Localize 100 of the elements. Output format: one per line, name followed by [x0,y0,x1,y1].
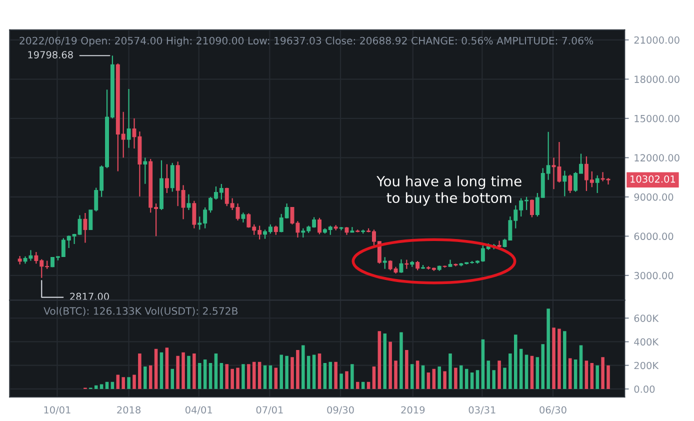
bar [116,374,120,389]
bar [596,365,599,389]
candlestick [399,258,404,274]
bar [110,382,114,389]
bar [268,365,272,389]
y-tick-label: 9000.00 [634,193,674,201]
x-tick-label: 03/31 [468,406,496,414]
bar [426,372,430,389]
candlestick [192,200,196,229]
y-tick-label: 600K [634,314,659,322]
bar [552,328,556,389]
y-tick-label: 200K [634,362,659,370]
bar [263,365,267,389]
bar [448,354,452,389]
candlestick [83,212,88,244]
candlestick [595,174,600,194]
bar [470,372,474,389]
bar [323,362,327,389]
bar [481,339,485,389]
candlestick [241,212,246,223]
x-tick-label: 10/01 [44,406,70,414]
bar [198,362,202,389]
bar [230,368,234,389]
bar [214,354,218,389]
bar [176,356,180,389]
bar [498,360,501,389]
bar [454,368,458,389]
bar [258,362,262,389]
bar [144,366,147,389]
y-tick-label: 12000.00 [634,154,680,162]
y-tick-label: 6000.00 [634,232,674,240]
bar [546,308,550,389]
candlestick [382,256,387,270]
bar [345,371,348,389]
bar [486,360,490,389]
bar [378,331,382,389]
candlestick [568,174,572,194]
y-tick-label: 0.00 [634,385,655,393]
bar [356,382,360,389]
bar [242,364,245,389]
bar [514,334,518,389]
bar [601,357,604,389]
bar [192,354,196,389]
candlestick [143,157,148,184]
x-tick-label: 06/30 [540,406,566,414]
y-tick-label: 21000.00 [634,36,680,44]
bar [296,350,300,389]
bar [247,364,250,389]
bar [302,345,305,389]
bar [138,354,142,389]
bar [306,356,310,389]
bar [416,360,420,389]
annotation: Vol(BTC): 126.133K Vol(USDT): 2.572B [44,306,238,316]
candlestick [170,162,174,192]
y-tick-label: 18000.00 [634,76,680,83]
annotation: 2817.00 [70,292,109,300]
bar [100,384,104,389]
candlestick [416,260,420,271]
bar [154,348,158,389]
bar [579,345,583,389]
bar [350,364,354,389]
bar [334,362,338,389]
bar [236,368,240,389]
y-tick-label: 400K [634,338,659,346]
candlestick [318,217,322,235]
annotation: 10302.01 [630,175,676,183]
candlestick [562,170,567,197]
x-tick-label: 04/01 [185,406,212,414]
bar [122,377,125,389]
bar [492,370,496,389]
bar [590,362,594,389]
annotation: 19798.68 [28,51,73,58]
bar [383,333,387,389]
x-tick-label: 2019 [401,406,425,414]
bar [421,365,425,389]
y-tick-label: 15000.00 [634,114,680,122]
candlestick [530,198,534,218]
bar [524,354,528,389]
bar [340,374,343,389]
bar [606,365,610,389]
bar [410,364,414,389]
bar [460,365,463,389]
annotation: 2022/06/19 Open: 20574.00 High: 21090.00 Low: 19637.03 Close: 20688.92 CHANGE: 0.56% AMPLITUDE: 7.06% [20,36,594,46]
bar [530,356,534,389]
bar [503,368,506,389]
candlestick [274,225,278,236]
bar [536,357,540,389]
bar [208,362,212,389]
bar [400,332,403,389]
x-tick-label: 09/30 [327,406,354,414]
bar [443,371,446,389]
bar [132,374,136,389]
bar [280,354,283,389]
bar [519,348,523,389]
bar [508,354,512,389]
bar [563,331,566,389]
bar [225,364,229,389]
bar [328,362,332,389]
bar [160,352,164,389]
candlestick [126,88,131,148]
